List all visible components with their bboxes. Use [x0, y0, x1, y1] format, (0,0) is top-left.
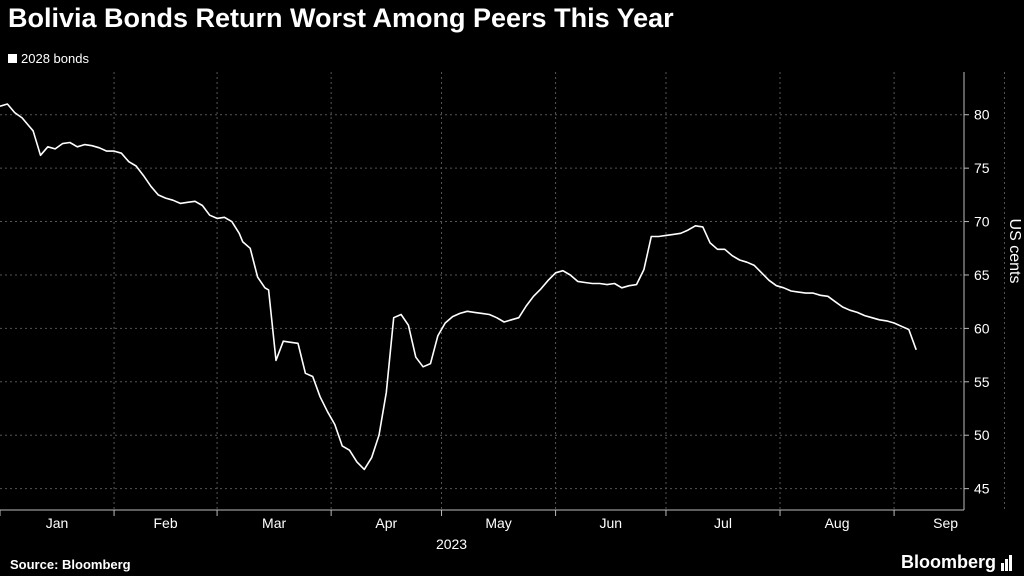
y-axis-title: US cents: [1006, 219, 1023, 284]
legend-label: 2028 bonds: [21, 51, 89, 66]
x-tick-label: Mar: [262, 515, 286, 531]
legend: 2028 bonds: [8, 51, 89, 66]
source-label: Source: Bloomberg: [10, 557, 131, 572]
y-tick-label: 65: [974, 267, 990, 283]
x-tick-label: Jul: [714, 515, 732, 531]
x-tick-label: Sep: [933, 515, 958, 531]
y-tick-label: 75: [974, 160, 990, 176]
x-tick-label: May: [485, 515, 511, 531]
brand-text: Bloomberg: [900, 552, 996, 572]
legend-swatch: [8, 54, 17, 63]
y-tick-label: 60: [974, 320, 990, 336]
y-tick-label: 80: [974, 107, 990, 123]
y-tick-label: 55: [974, 374, 990, 390]
chart-title: Bolivia Bonds Return Worst Among Peers T…: [8, 3, 674, 33]
series-line-2028-bonds: [0, 103, 917, 471]
x-year-label: 2023: [436, 536, 467, 552]
bloomberg-icon: [1001, 554, 1012, 571]
x-tick-label: Aug: [825, 515, 850, 531]
brand-logo: Bloomberg: [901, 552, 1012, 573]
x-tick-label: Apr: [375, 515, 397, 531]
y-tick-label: 50: [974, 427, 990, 443]
x-tick-label: Feb: [154, 515, 178, 531]
y-tick-label: 45: [974, 481, 990, 497]
x-tick-label: Jan: [46, 515, 69, 531]
y-tick-label: 70: [974, 214, 990, 230]
x-tick-label: Jun: [599, 515, 622, 531]
